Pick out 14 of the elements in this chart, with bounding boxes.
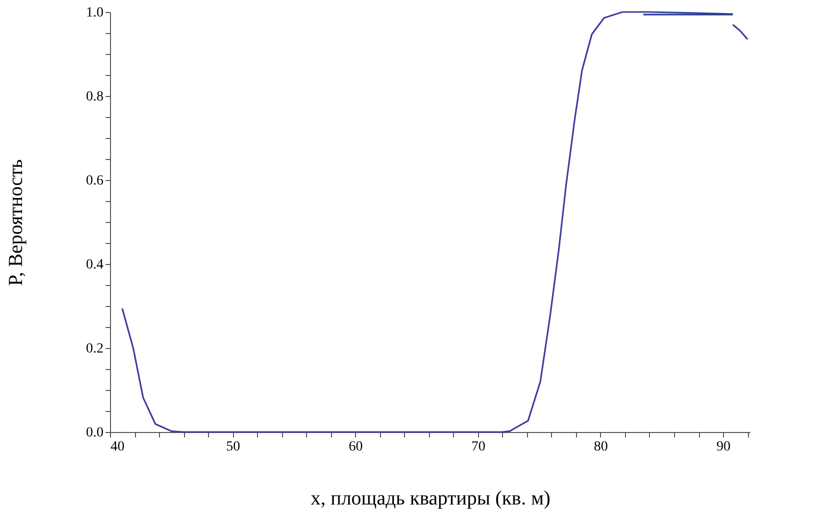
y-tick-label: 0.2: [86, 342, 104, 356]
y-tick-label: 1.0: [86, 6, 104, 20]
y-tick-label: 0.0: [86, 426, 104, 440]
y-tick-label: 0.6: [86, 174, 104, 188]
y-axis-title: P, Вероятность: [5, 159, 27, 286]
x-tick-label: 80: [594, 440, 608, 454]
x-axis-title: x, площадь квартиры (кв. м): [310, 488, 550, 510]
x-tick-label: 60: [348, 440, 363, 454]
x-tick-label: 70: [471, 440, 486, 454]
x-tick-label: 90: [716, 440, 731, 454]
y-tick-label: 0.8: [86, 90, 104, 104]
y-tick-label: 0.4: [86, 258, 104, 272]
x-tick-label: 40: [110, 440, 124, 454]
x-tick-label: 50: [226, 440, 240, 454]
